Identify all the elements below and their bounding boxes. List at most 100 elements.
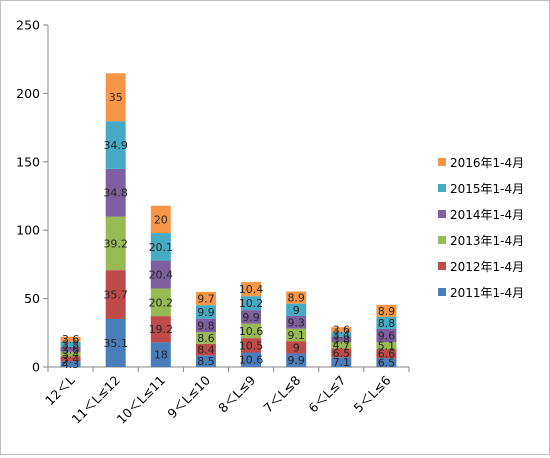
bar-segment (60, 356, 81, 362)
data-label: 3.4 (62, 353, 80, 366)
x-tick-label: 10＜L≤11 (114, 373, 168, 427)
data-label: 35 (109, 91, 123, 104)
data-label: 10.4 (239, 283, 264, 296)
bar-segment (331, 357, 352, 367)
bar-segment (286, 315, 307, 329)
data-label: 39.2 (103, 237, 128, 250)
data-label: 10.6 (239, 325, 264, 338)
bar-segment (150, 342, 171, 367)
bar-segment (105, 121, 126, 169)
data-label: 20.2 (149, 296, 174, 309)
data-label: 3.4 (333, 328, 351, 341)
data-label: 10.2 (239, 297, 264, 310)
bar-segment (241, 352, 262, 367)
bar-segment (105, 270, 126, 319)
data-label: 34.8 (103, 187, 128, 200)
legend-swatch (438, 158, 446, 166)
bar-segment (331, 336, 352, 342)
bar-segment (105, 318, 126, 367)
bar-segment (195, 332, 216, 344)
data-label: 9.9 (197, 306, 215, 319)
bar-segment (195, 318, 216, 333)
legend-label: 2014年1-4月 (450, 208, 524, 222)
data-label: 10.5 (239, 339, 264, 352)
bar-segment (241, 338, 262, 353)
bar-segment (286, 341, 307, 354)
data-label: 9.6 (378, 330, 396, 343)
bar-segment (376, 304, 397, 317)
y-tick-label: 200 (16, 86, 40, 101)
bar-segment (105, 216, 126, 271)
bar-segment (331, 332, 352, 337)
data-label: 20.4 (149, 269, 174, 282)
data-label: 18 (154, 349, 168, 362)
data-label: 8.9 (287, 292, 305, 305)
bar-segment (376, 316, 397, 329)
bar-segment (286, 328, 307, 342)
bar-segment (376, 328, 397, 343)
bar-segment (150, 260, 171, 289)
bar-segment (241, 281, 262, 297)
data-label: 6.6 (378, 348, 396, 361)
data-label: 10.6 (239, 354, 264, 367)
bar-segment (195, 355, 216, 367)
bar-segment (241, 296, 262, 311)
data-label: 9.7 (197, 293, 215, 306)
bar-segment (60, 341, 81, 347)
bar-segment (331, 348, 352, 358)
bar-segment (331, 341, 352, 349)
legend-swatch (438, 288, 446, 296)
data-label: 34.9 (103, 139, 128, 152)
data-label: 9.8 (197, 319, 215, 332)
legend-swatch (438, 184, 446, 192)
y-tick-label: 0 (32, 360, 40, 375)
legend-label: 2012年1-4月 (450, 260, 524, 274)
data-label: 6.5 (333, 347, 351, 360)
data-label: 9.1 (287, 329, 305, 342)
data-label: 3.6 (333, 324, 351, 337)
bar-segment (60, 351, 81, 357)
data-label: 3.6 (62, 343, 80, 356)
bar-segment (150, 205, 171, 234)
data-label: 9 (293, 304, 300, 317)
legend-swatch (438, 262, 446, 270)
bar-segment (150, 288, 171, 317)
bar-segment (376, 342, 397, 350)
data-label: 20 (154, 213, 168, 226)
x-tick-label: 6＜L≤7 (305, 373, 348, 416)
bar-segment (195, 305, 216, 319)
data-label: 8.9 (378, 305, 396, 318)
bar-segment (60, 361, 81, 367)
data-label: 3.4 (62, 348, 80, 361)
y-tick-label: 150 (16, 154, 40, 169)
legend-label: 2015年1-4月 (450, 182, 524, 196)
bars (60, 73, 397, 367)
bar-segment (376, 349, 397, 359)
bar-segment (286, 303, 307, 316)
data-label: 8.8 (378, 317, 396, 330)
legend-label: 2013年1-4月 (450, 234, 524, 248)
bar-segment (105, 73, 126, 122)
bar-segment (286, 291, 307, 304)
y-tick-label: 250 (16, 18, 40, 33)
data-label: 3.8 (333, 333, 351, 346)
legend-swatch (438, 236, 446, 244)
bar-segment (241, 323, 262, 339)
data-label: 9.3 (287, 316, 305, 329)
x-tick-label: 7＜L≤8 (260, 372, 303, 415)
data-label: 5.1 (378, 340, 396, 353)
bar-segment (331, 327, 352, 333)
data-label: 8.4 (197, 344, 215, 357)
bar-segment (241, 310, 262, 324)
y-tick-label: 50 (24, 291, 40, 306)
data-label: 4.3 (62, 358, 80, 371)
bar-segment (195, 343, 216, 356)
x-tick-label: 5＜L≤6 (351, 372, 394, 415)
x-tick-label: 12＜L (42, 372, 78, 408)
data-label: 6.5 (378, 357, 396, 370)
y-tick-label: 100 (16, 223, 40, 238)
legend: 2016年1-4月 2015年1-4月 2014年1-4月 2013年1-4月 2012… (438, 156, 524, 300)
data-label: 19.2 (149, 323, 174, 336)
